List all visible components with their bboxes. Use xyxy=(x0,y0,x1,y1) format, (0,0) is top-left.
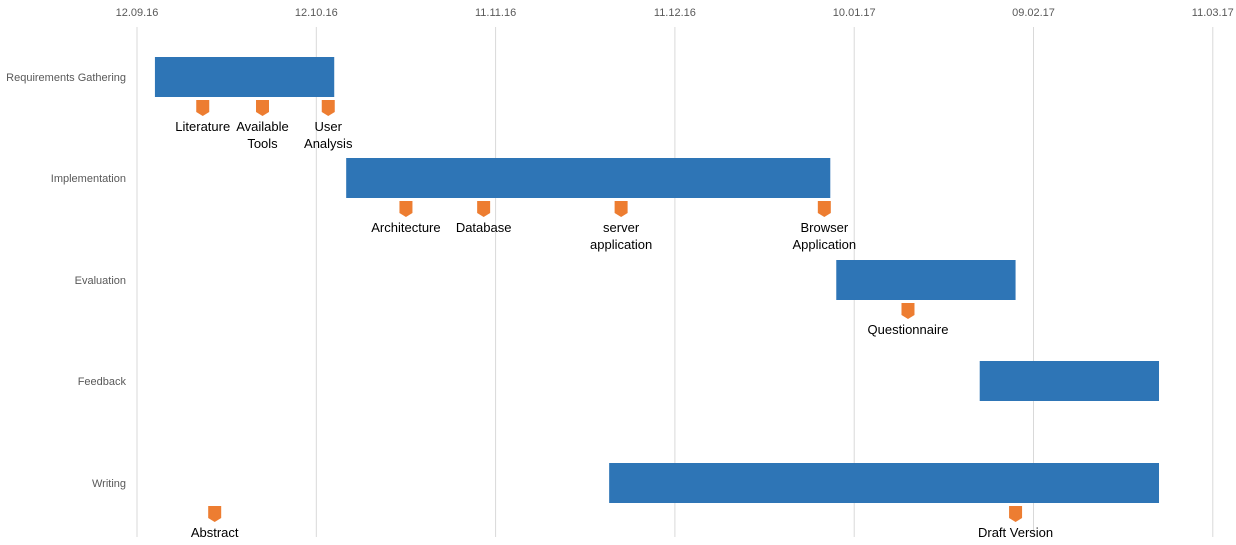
x-tick-label: 11.11.16 xyxy=(475,7,516,19)
task-bar xyxy=(346,158,831,198)
x-tick-label: 12.10.16 xyxy=(295,7,338,19)
x-tick-label: 11.03.17 xyxy=(1192,7,1234,19)
milestone-label-line: Application xyxy=(793,237,857,252)
milestone-label: Abstract xyxy=(191,525,239,540)
x-tick-label: 09.02.17 xyxy=(1012,7,1055,19)
milestone-marker xyxy=(256,100,270,116)
category-label: Writing xyxy=(92,478,126,490)
x-axis-ticks: 12.09.16 12.10.16 11.11.16 11.12.16 10.01.17… xyxy=(116,7,1234,19)
milestone-marker xyxy=(1009,506,1023,522)
milestone-marker xyxy=(477,201,491,217)
category-labels: Requirements Gathering Implementation Eval… xyxy=(6,72,126,490)
x-tick-label: 10.01.17 xyxy=(833,7,876,19)
milestone-label-line: Abstract xyxy=(191,525,239,540)
milestone-label: Literature xyxy=(175,119,230,134)
category-label: Implementation xyxy=(51,173,126,185)
x-tick-label: 12.09.16 xyxy=(116,7,159,19)
task-bar xyxy=(836,260,1016,300)
category-label: Evaluation xyxy=(75,275,126,287)
milestone-marker xyxy=(208,506,222,522)
milestone-label-line: Analysis xyxy=(304,136,353,151)
milestone-label-line: Browser xyxy=(800,220,848,235)
milestone-label: User Analysis xyxy=(304,119,353,151)
milestone-label: Draft Version xyxy=(978,525,1053,540)
milestone-label: server application xyxy=(590,220,652,252)
milestone-label: Questionnaire xyxy=(868,322,949,337)
milestone-label-line: User xyxy=(315,119,343,134)
milestone-label-line: Questionnaire xyxy=(868,322,949,337)
milestone-marker xyxy=(196,100,210,116)
milestone-marker xyxy=(321,100,335,116)
milestone-marker xyxy=(901,303,915,319)
task-bar xyxy=(154,57,335,97)
task-bar xyxy=(979,361,1160,401)
milestone-label-line: Draft Version xyxy=(978,525,1053,540)
gridlines xyxy=(136,27,1214,537)
task-bars xyxy=(154,57,1160,503)
task-bar xyxy=(609,463,1160,503)
milestone-label-line: Literature xyxy=(175,119,230,134)
milestone-marker xyxy=(614,201,628,217)
milestone-label-line: server xyxy=(603,220,640,235)
category-label: Feedback xyxy=(78,376,127,388)
milestone-label-line: Tools xyxy=(247,136,278,151)
milestone-marker xyxy=(817,201,831,217)
milestone-label-line: Available xyxy=(236,119,289,134)
category-label: Requirements Gathering xyxy=(6,72,126,84)
x-tick-label: 11.12.16 xyxy=(654,7,696,19)
milestone-marker xyxy=(399,201,413,217)
milestones: Literature Available Tools User Analysis Arch… xyxy=(175,100,1053,540)
milestone-label: Browser Application xyxy=(793,220,857,252)
milestone-label-line: Database xyxy=(456,220,512,235)
milestone-label: Database xyxy=(456,220,512,235)
milestone-label-line: Architecture xyxy=(371,220,440,235)
milestone-label: Architecture xyxy=(371,220,440,235)
milestone-label: Available Tools xyxy=(236,119,289,151)
milestone-label-line: application xyxy=(590,237,652,252)
